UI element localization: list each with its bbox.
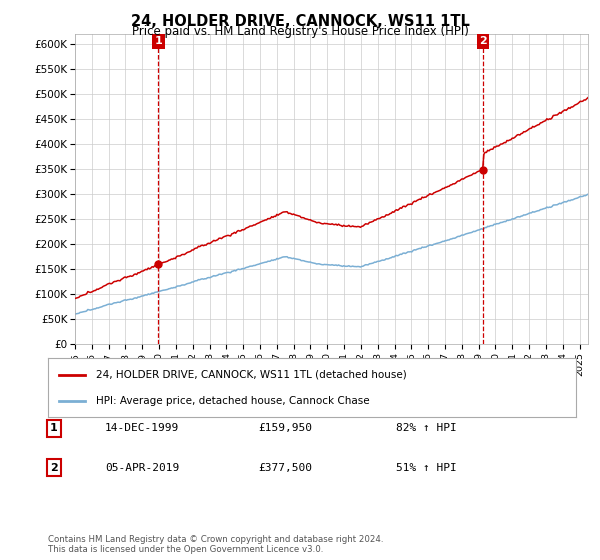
Text: 24, HOLDER DRIVE, CANNOCK, WS11 1TL (detached house): 24, HOLDER DRIVE, CANNOCK, WS11 1TL (det… bbox=[95, 370, 406, 380]
Text: 14-DEC-1999: 14-DEC-1999 bbox=[105, 423, 179, 433]
Text: 1: 1 bbox=[50, 423, 58, 433]
Text: HPI: Average price, detached house, Cannock Chase: HPI: Average price, detached house, Cann… bbox=[95, 396, 369, 406]
Text: 05-APR-2019: 05-APR-2019 bbox=[105, 463, 179, 473]
Text: 51% ↑ HPI: 51% ↑ HPI bbox=[396, 463, 457, 473]
Text: £159,950: £159,950 bbox=[258, 423, 312, 433]
Text: £377,500: £377,500 bbox=[258, 463, 312, 473]
Text: 24, HOLDER DRIVE, CANNOCK, WS11 1TL: 24, HOLDER DRIVE, CANNOCK, WS11 1TL bbox=[131, 14, 469, 29]
Text: 2: 2 bbox=[50, 463, 58, 473]
Text: 82% ↑ HPI: 82% ↑ HPI bbox=[396, 423, 457, 433]
Text: 2: 2 bbox=[479, 36, 487, 46]
Text: Price paid vs. HM Land Registry's House Price Index (HPI): Price paid vs. HM Land Registry's House … bbox=[131, 25, 469, 38]
Text: Contains HM Land Registry data © Crown copyright and database right 2024.
This d: Contains HM Land Registry data © Crown c… bbox=[48, 535, 383, 554]
Text: 1: 1 bbox=[155, 36, 163, 46]
